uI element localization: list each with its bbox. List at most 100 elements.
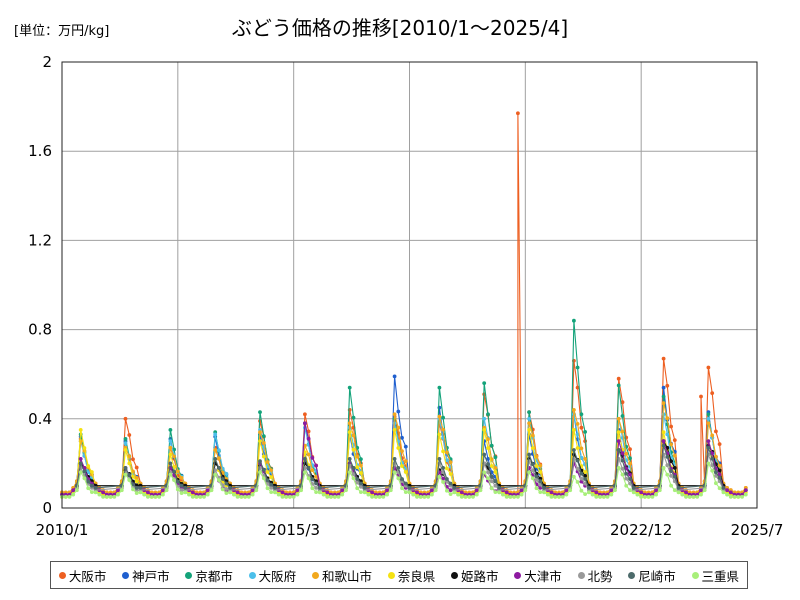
legend-item: 神戸市 [122,566,170,585]
data-point [403,444,408,449]
data-point [418,495,423,499]
data-point [714,470,718,475]
data-point [661,439,666,443]
data-point [717,442,722,446]
chart-area: 0 0.4 0.8 1.2 1.6 2 2010/1 2012/8 2015/3 2017/10 2… [28,53,784,539]
data-point [317,490,322,495]
data-point [317,486,322,490]
data-point [557,495,561,499]
data-point [392,412,397,417]
data-point [441,415,445,420]
data-point [78,461,83,466]
data-point [620,414,625,418]
data-point [474,492,479,497]
data-point [534,474,539,479]
data-point [508,495,513,499]
data-point [366,492,371,497]
data-point [743,488,748,493]
data-point [616,466,621,470]
data-point [224,481,229,486]
data-point [534,454,539,459]
data-point [131,457,135,462]
data-point [512,495,516,499]
data-point [205,488,210,493]
data-point [441,427,445,432]
data-point [501,492,505,497]
data-point [314,474,318,479]
data-point [347,421,352,426]
data-point [280,490,285,495]
data-point [665,455,670,459]
data-point [217,466,221,470]
data-point [258,430,262,435]
data-point [239,495,244,499]
data-point [127,454,132,459]
data-point [403,459,408,464]
data-point [542,486,546,490]
data-point [396,425,401,430]
data-point [534,478,539,482]
legend-item: 北勢 [577,566,613,585]
data-point [714,474,718,478]
data-point [224,471,229,476]
data-point [684,490,688,495]
data-point [575,480,580,484]
data-point [616,439,621,443]
data-point [403,481,408,486]
data-point [527,421,531,426]
data-point [721,490,726,495]
data-point [538,479,543,484]
data-point [706,365,711,370]
legend-marker [311,571,319,579]
data-point [261,467,266,472]
data-point [71,492,76,497]
data-point [587,486,591,490]
data-point [669,424,673,429]
data-point [127,433,132,437]
data-point [516,111,520,116]
data-point [123,448,128,452]
data-point [631,490,636,495]
x-tick-label: 2020/5 [499,521,552,539]
data-point [168,452,173,457]
data-point [486,437,490,442]
data-point [721,486,726,490]
data-point [489,486,494,491]
legend-marker [122,571,130,579]
data-point [347,385,352,390]
data-point [284,495,289,499]
data-point [250,488,255,493]
data-point [314,463,318,468]
data-point [303,450,307,455]
data-point [112,495,117,499]
data-point [355,465,360,470]
data-point [482,381,487,385]
data-point [665,383,670,388]
data-point [710,456,715,461]
data-point [534,464,539,468]
data-point [437,414,442,419]
legend: 大阪市 神戸市 京都市 大阪府 和歌山市 奈良県 姫路市 大津市 北勢 尼崎市 三重県 [50,561,748,589]
x-tick-label: 2025/7 [731,521,784,539]
data-point [146,490,150,495]
data-point [347,430,352,435]
data-point [564,492,569,497]
data-point [179,476,184,480]
data-point [359,481,363,486]
legend-item: 三重県 [691,566,739,585]
data-point [220,487,225,492]
data-point [628,488,632,493]
data-point [325,495,330,499]
data-point [643,495,647,499]
data-point [303,421,307,426]
data-point [672,488,677,493]
data-point [579,488,584,493]
data-point [542,490,546,495]
legend-item: 姫路市 [450,566,498,585]
data-point [527,416,531,421]
data-point [609,492,614,497]
data-point [549,490,554,495]
data-point [620,451,625,456]
data-point [175,479,180,484]
data-point [347,457,352,461]
